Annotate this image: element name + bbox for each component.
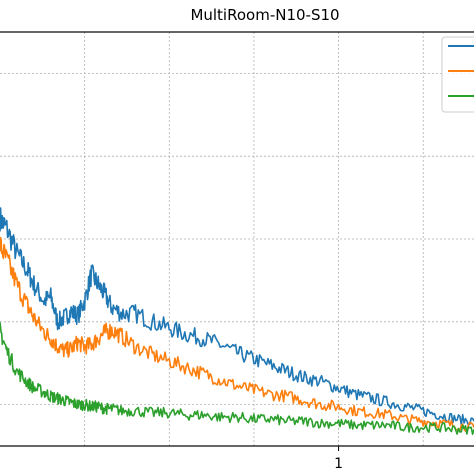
chart-title: MultiRoom-N10-S10 xyxy=(190,6,339,24)
series-layer xyxy=(0,207,474,435)
x-tick-label: 1 xyxy=(334,456,343,472)
grid xyxy=(0,32,474,446)
ticks: 1 xyxy=(334,446,343,472)
legend xyxy=(441,36,474,113)
plot-frame xyxy=(0,31,474,447)
series-line-1 xyxy=(0,207,474,427)
legend-box xyxy=(441,36,474,113)
series-line-3 xyxy=(0,322,474,435)
series-line-2 xyxy=(0,236,474,432)
